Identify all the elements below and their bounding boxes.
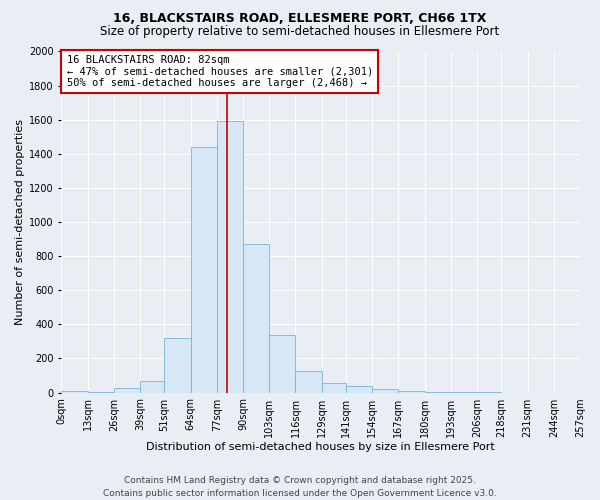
Bar (164, 338, 191, 392)
Bar (322, 383, 346, 392)
Bar (372, 389, 398, 392)
Bar (114, 388, 140, 392)
Bar (191, 147, 217, 392)
Bar (140, 380, 164, 392)
Text: Size of property relative to semi-detached houses in Ellesmere Port: Size of property relative to semi-detach… (100, 25, 500, 38)
X-axis label: Distribution of semi-detached houses by size in Ellesmere Port: Distribution of semi-detached houses by … (146, 442, 495, 452)
Bar (61, 391, 88, 392)
Text: 16 BLACKSTAIRS ROAD: 82sqm
← 47% of semi-detached houses are smaller (2,301)
50%: 16 BLACKSTAIRS ROAD: 82sqm ← 47% of semi… (67, 55, 373, 88)
Bar (398, 391, 425, 392)
Bar (217, 122, 243, 392)
Text: 16, BLACKSTAIRS ROAD, ELLESMERE PORT, CH66 1TX: 16, BLACKSTAIRS ROAD, ELLESMERE PORT, CH… (113, 12, 487, 26)
Bar (243, 244, 269, 392)
Y-axis label: Number of semi-detached properties: Number of semi-detached properties (15, 119, 25, 325)
Bar (346, 386, 372, 392)
Bar (269, 336, 295, 392)
Text: Contains HM Land Registry data © Crown copyright and database right 2025.
Contai: Contains HM Land Registry data © Crown c… (103, 476, 497, 498)
Bar (295, 372, 322, 392)
